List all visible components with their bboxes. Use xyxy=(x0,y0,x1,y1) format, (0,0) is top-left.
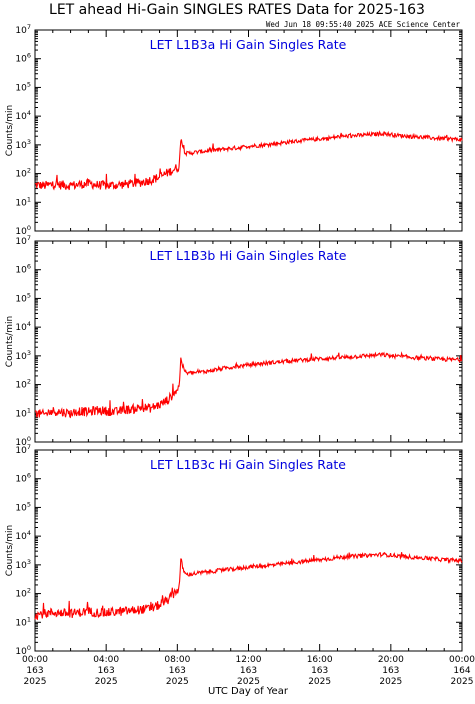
x-tick-year: 2025 xyxy=(95,677,118,687)
y-tick-exponent: 2 xyxy=(27,587,31,595)
plot-frame xyxy=(34,29,463,232)
y-axis-label: Counts/min xyxy=(5,316,15,367)
y-tick-exponent: 3 xyxy=(27,349,31,357)
y-tick-exponent: 1 xyxy=(27,406,31,414)
y-tick-exponent: 4 xyxy=(27,109,31,117)
timestamp-credit: Wed Jun 18 09:55:40 2025 ACE Science Cen… xyxy=(266,20,461,29)
x-tick-time: 00:00 xyxy=(449,655,475,665)
y-axis-label: Counts/min xyxy=(5,525,15,576)
plot-frame xyxy=(34,449,463,652)
x-tick-time: 04:00 xyxy=(93,655,119,665)
y-axis-label: Counts/min xyxy=(5,105,15,156)
y-tick-label: 103 xyxy=(15,558,31,571)
x-tick-labels: 00:00163202504:00163202508:00163202512:0… xyxy=(22,655,475,687)
y-tick-label: 102 xyxy=(15,587,31,600)
y-tick-exponent: 1 xyxy=(27,195,31,203)
x-tick-doy: 163 xyxy=(240,666,257,676)
y-tick-exponent: 3 xyxy=(27,138,31,146)
x-tick-doy: 163 xyxy=(169,666,186,676)
x-tick-time: 12:00 xyxy=(236,655,262,665)
y-tick-label: 107 xyxy=(15,23,31,36)
series-line xyxy=(34,551,463,621)
y-tick-label: 102 xyxy=(15,378,31,391)
panel-title: LET L1B3c Hi Gain Singles Rate xyxy=(150,457,346,472)
y-tick-exponent: 7 xyxy=(27,23,31,31)
y-tick-exponent: 1 xyxy=(27,615,31,623)
y-tick-label: 105 xyxy=(15,80,31,93)
y-tick-label: 103 xyxy=(15,138,31,151)
figure-title: LET ahead Hi-Gain SINGLES RATES Data for… xyxy=(49,2,425,18)
series-line xyxy=(34,130,463,191)
x-tick-time: 08:00 xyxy=(164,655,190,665)
y-tick-exponent: 6 xyxy=(27,472,31,480)
y-tick-exponent: 5 xyxy=(27,500,31,508)
y-tick-label: 106 xyxy=(15,263,31,276)
y-tick-exponent: 0 xyxy=(27,224,31,232)
series-line xyxy=(34,351,463,419)
x-tick-year: 2025 xyxy=(237,677,260,687)
x-tick-time: 16:00 xyxy=(307,655,333,665)
x-tick-doy: 164 xyxy=(453,666,470,676)
y-tick-label: 104 xyxy=(15,320,31,333)
y-tick-exponent: 4 xyxy=(27,320,31,328)
y-tick-label: 106 xyxy=(15,52,31,65)
x-tick-doy: 163 xyxy=(26,666,43,676)
y-tick-label: 101 xyxy=(15,195,31,208)
y-tick-exponent: 0 xyxy=(27,644,31,652)
x-tick-year: 2025 xyxy=(24,677,47,687)
y-tick-label: 105 xyxy=(15,500,31,513)
x-tick-year: 2025 xyxy=(451,677,474,687)
y-tick-label: 101 xyxy=(15,406,31,419)
x-tick-year: 2025 xyxy=(308,677,331,687)
y-tick-exponent: 5 xyxy=(27,80,31,88)
x-tick-time: 00:00 xyxy=(22,655,48,665)
y-tick-exponent: 4 xyxy=(27,529,31,537)
y-tick-exponent: 5 xyxy=(27,291,31,299)
y-tick-label: 104 xyxy=(15,109,31,122)
y-tick-label: 104 xyxy=(15,529,31,542)
x-tick-year: 2025 xyxy=(379,677,402,687)
y-tick-label: 103 xyxy=(15,349,31,362)
y-tick-label: 102 xyxy=(15,167,31,180)
y-tick-exponent: 3 xyxy=(27,558,31,566)
y-tick-exponent: 2 xyxy=(27,378,31,386)
y-tick-exponent: 7 xyxy=(27,443,31,451)
x-tick-year: 2025 xyxy=(166,677,189,687)
y-tick-exponent: 0 xyxy=(27,435,31,443)
x-tick-doy: 163 xyxy=(382,666,399,676)
y-tick-label: 101 xyxy=(15,615,31,628)
y-tick-exponent: 6 xyxy=(27,263,31,271)
x-tick-doy: 163 xyxy=(311,666,328,676)
y-tick-exponent: 6 xyxy=(27,52,31,60)
x-axis-label: UTC Day of Year xyxy=(208,686,289,697)
y-tick-exponent: 7 xyxy=(27,234,31,242)
panel-title: LET L1B3b Hi Gain Singles Rate xyxy=(150,248,347,263)
x-tick-time: 20:00 xyxy=(378,655,404,665)
x-tick-doy: 163 xyxy=(98,666,115,676)
y-tick-label: 105 xyxy=(15,291,31,304)
y-tick-exponent: 2 xyxy=(27,167,31,175)
y-tick-label: 106 xyxy=(15,472,31,485)
panel-title: LET L1B3a Hi Gain Singles Rate xyxy=(150,37,347,52)
